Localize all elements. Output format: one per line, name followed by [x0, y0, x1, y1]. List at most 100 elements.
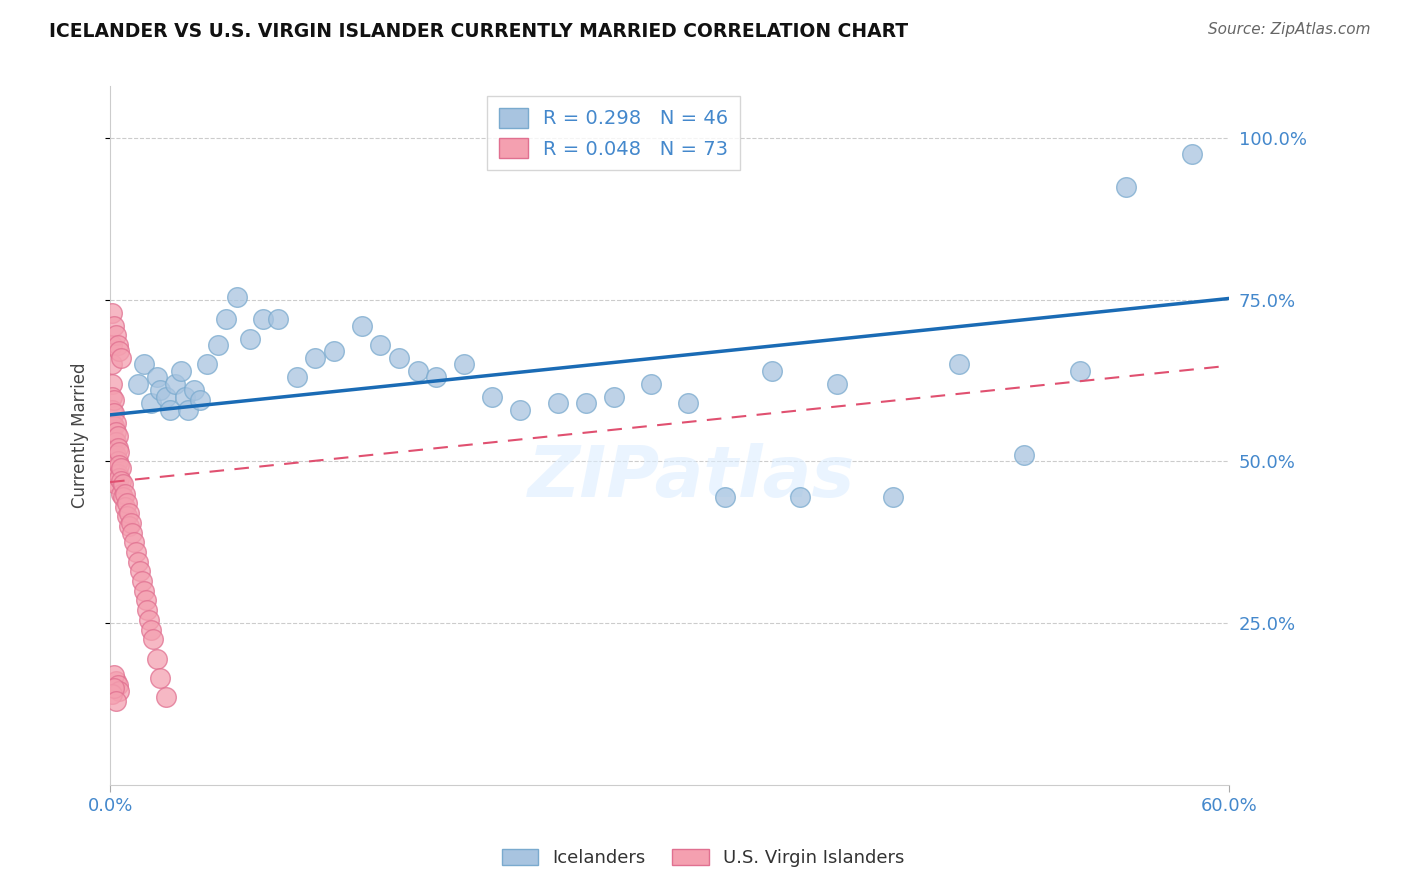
Point	[101, 358, 124, 372]
Legend: Icelanders, U.S. Virgin Islanders: Icelanders, U.S. Virgin Islanders	[495, 841, 911, 874]
Point	[101, 376, 124, 391]
Point	[107, 677, 129, 691]
Point	[110, 351, 132, 365]
Point	[195, 358, 218, 372]
Point	[676, 396, 699, 410]
Point	[948, 358, 970, 372]
Point	[509, 402, 531, 417]
Point	[155, 390, 177, 404]
Point	[103, 668, 125, 682]
Point	[108, 684, 131, 698]
Point	[714, 490, 737, 504]
Point	[103, 418, 125, 433]
Point	[481, 390, 503, 404]
Point	[114, 500, 136, 514]
Point	[138, 613, 160, 627]
Point	[107, 338, 129, 352]
Point	[118, 506, 141, 520]
Point	[882, 490, 904, 504]
Point	[188, 392, 211, 407]
Text: ICELANDER VS U.S. VIRGIN ISLANDER CURRENTLY MARRIED CORRELATION CHART: ICELANDER VS U.S. VIRGIN ISLANDER CURREN…	[49, 22, 908, 41]
Point	[103, 464, 125, 478]
Point	[370, 338, 392, 352]
Point	[103, 432, 125, 446]
Point	[388, 351, 411, 365]
Point	[108, 344, 131, 359]
Point	[453, 358, 475, 372]
Point	[108, 458, 131, 472]
Point	[574, 396, 596, 410]
Point	[252, 312, 274, 326]
Point	[142, 632, 165, 647]
Point	[155, 690, 177, 705]
Point	[101, 416, 124, 430]
Point	[108, 470, 131, 484]
Point	[101, 428, 124, 442]
Point	[134, 593, 156, 607]
Point	[101, 402, 124, 417]
Point	[101, 687, 124, 701]
Point	[120, 516, 142, 530]
Point	[215, 312, 238, 326]
Point	[107, 442, 129, 456]
Point	[127, 555, 149, 569]
Point	[124, 535, 146, 549]
Y-axis label: Currently Married: Currently Married	[72, 363, 89, 508]
Point	[104, 694, 127, 708]
Point	[239, 332, 262, 346]
Point	[132, 583, 155, 598]
Point	[101, 306, 124, 320]
Point	[1012, 448, 1035, 462]
Point	[118, 519, 141, 533]
Point	[207, 338, 229, 352]
Point	[177, 402, 200, 417]
Point	[104, 674, 127, 689]
Point	[110, 474, 132, 488]
Point	[304, 351, 326, 365]
Point	[101, 442, 124, 456]
Point	[789, 490, 811, 504]
Point	[101, 422, 124, 436]
Point	[1181, 147, 1204, 161]
Point	[115, 509, 138, 524]
Point	[761, 364, 783, 378]
Point	[108, 444, 131, 458]
Point	[547, 396, 569, 410]
Point	[145, 651, 167, 665]
Point	[125, 545, 148, 559]
Point	[127, 376, 149, 391]
Point	[103, 406, 125, 420]
Point	[103, 444, 125, 458]
Point	[149, 384, 172, 398]
Point	[110, 487, 132, 501]
Point	[103, 392, 125, 407]
Point	[183, 384, 205, 398]
Point	[103, 454, 125, 468]
Point	[110, 461, 132, 475]
Point	[107, 467, 129, 482]
Point	[112, 490, 135, 504]
Point	[285, 370, 308, 384]
Point	[103, 681, 125, 695]
Point	[107, 428, 129, 442]
Point	[114, 487, 136, 501]
Point	[104, 467, 127, 482]
Point	[136, 603, 159, 617]
Point	[104, 328, 127, 343]
Point	[101, 435, 124, 450]
Point	[406, 364, 429, 378]
Point	[131, 574, 153, 588]
Point	[139, 396, 162, 410]
Point	[350, 318, 373, 333]
Point	[104, 435, 127, 450]
Point	[145, 370, 167, 384]
Text: Source: ZipAtlas.com: Source: ZipAtlas.com	[1208, 22, 1371, 37]
Point	[104, 477, 127, 491]
Point	[1069, 364, 1091, 378]
Point	[112, 477, 135, 491]
Point	[640, 376, 662, 391]
Point	[267, 312, 290, 326]
Point	[225, 289, 247, 303]
Point	[173, 390, 195, 404]
Legend: R = 0.298   N = 46, R = 0.048   N = 73: R = 0.298 N = 46, R = 0.048 N = 73	[486, 96, 740, 170]
